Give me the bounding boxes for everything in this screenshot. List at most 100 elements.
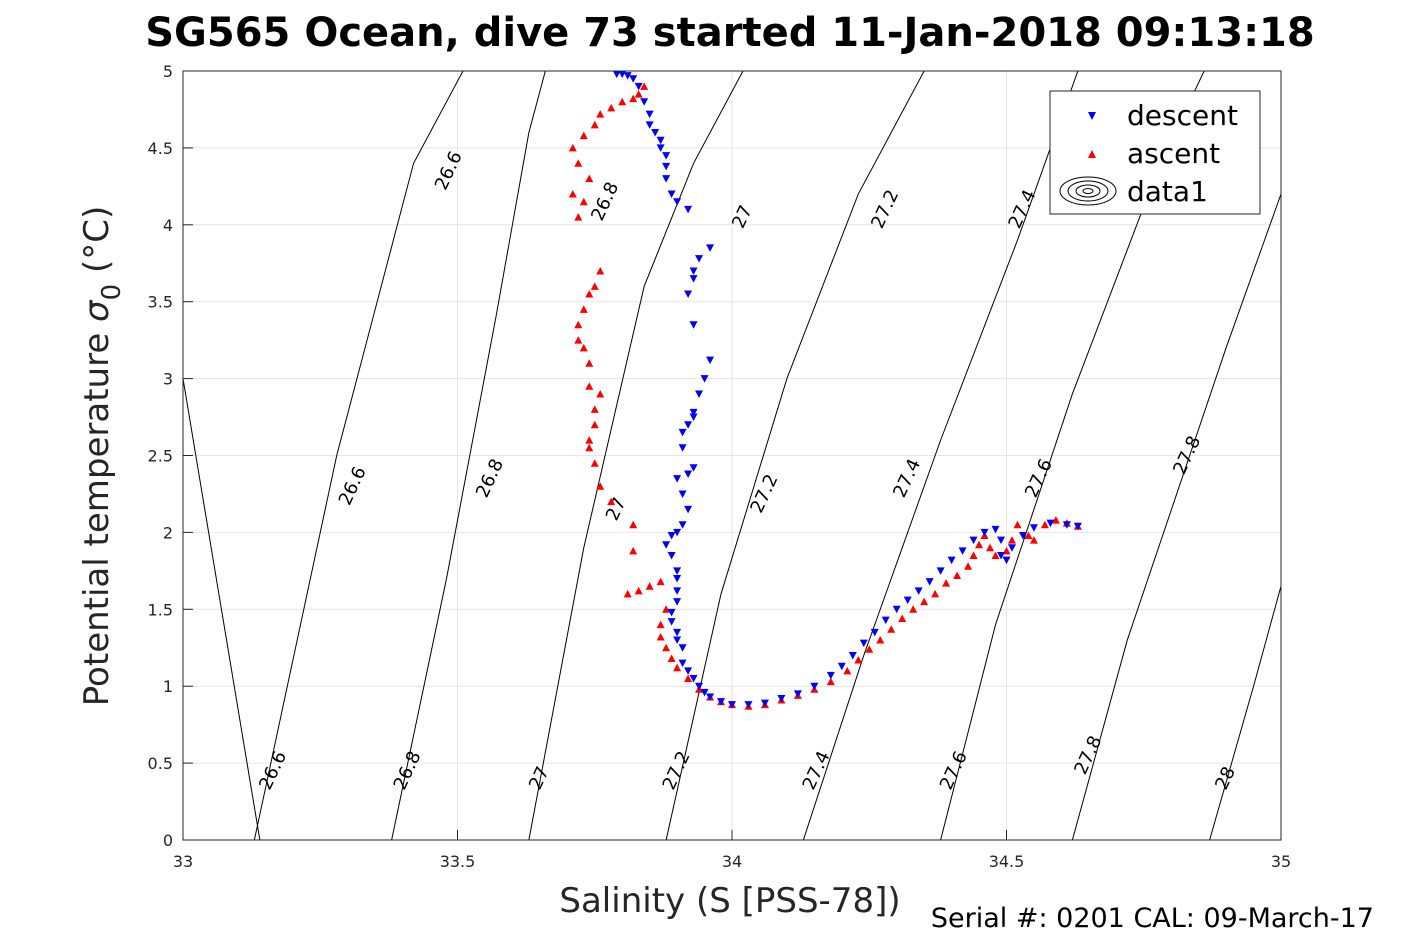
ascent-point <box>942 579 951 587</box>
descent-point <box>678 521 687 529</box>
ascent-point <box>986 543 995 552</box>
ascent-point <box>656 632 665 641</box>
descent-point <box>662 152 671 160</box>
x-tick-label: 34.5 <box>989 852 1025 871</box>
isopycnal-line <box>1209 586 1281 840</box>
ascent-point <box>579 305 588 313</box>
ascent-point <box>596 110 605 118</box>
descent-point <box>1073 522 1082 531</box>
y-axis-ticks: 0 0.5 1 1.5 2 2.5 3 3.5 4 4.5 5 <box>148 62 193 850</box>
descent-point <box>903 596 912 605</box>
x-tick-label: 34 <box>722 852 742 871</box>
descent-point <box>640 98 649 106</box>
descent-point <box>826 671 835 680</box>
descent-point <box>667 608 676 617</box>
descent-point <box>667 531 676 540</box>
descent-point <box>1029 524 1038 532</box>
ascent-point <box>662 643 671 652</box>
descent-point <box>1018 531 1027 540</box>
ascent-point <box>579 197 588 206</box>
ascent-point <box>629 94 638 103</box>
y-axis-label-subscript: 0 <box>97 284 127 301</box>
y-tick-label: 3.5 <box>148 293 173 312</box>
descent-point <box>744 701 753 709</box>
y-tick-label: 4 <box>163 216 173 235</box>
descent-point <box>673 528 682 537</box>
descent-point <box>1046 519 1055 528</box>
descent-point <box>1062 521 1071 529</box>
descent-point <box>848 651 857 660</box>
ascent-point <box>931 589 940 598</box>
descent-point <box>678 659 687 668</box>
descent-point <box>662 175 671 183</box>
descent-point <box>667 618 676 626</box>
descent-point <box>958 547 967 555</box>
ascent-point <box>585 174 594 183</box>
isopycnal-line <box>665 71 925 840</box>
ascent-point <box>1051 516 1060 524</box>
ascent-point <box>865 645 874 653</box>
ascent-point <box>618 97 627 106</box>
y-tick-label: 2 <box>163 523 173 542</box>
ascent-point <box>656 577 665 586</box>
ascent-point <box>607 497 616 506</box>
descent-point <box>997 551 1006 560</box>
ascent-point <box>579 131 588 140</box>
legend-ascent-label: ascent <box>1127 137 1220 170</box>
descent-point <box>684 290 693 299</box>
descent-point <box>997 536 1006 545</box>
x-tick-label: 33 <box>173 852 193 871</box>
ascent-point <box>826 677 835 686</box>
chart-title: SG565 Ocean, dive 73 started 11-Jan-2018… <box>145 10 1314 56</box>
y-tick-label: 0.5 <box>148 754 173 773</box>
legend-data1-marker <box>1059 176 1117 206</box>
serial-cal-footer: Serial #: 0201 CAL: 09-March-17 <box>931 903 1374 934</box>
x-axis-ticks: 33 33.5 34 34.5 35 <box>173 830 1291 871</box>
y-tick-label: 2.5 <box>148 447 173 466</box>
legend-data1-label: data1 <box>1127 175 1208 208</box>
descent-point <box>925 578 934 586</box>
x-axis-label: Salinity (S [PSS-78]) <box>559 881 900 921</box>
y-axis-label-main: Potential temperature <box>77 322 117 706</box>
descent-point <box>673 598 682 606</box>
descent-point <box>969 536 978 545</box>
ascent-point <box>585 382 594 390</box>
ascent-point <box>574 320 583 329</box>
ascent-point <box>634 586 643 595</box>
descent-point <box>695 390 704 398</box>
ascent-point <box>585 290 594 298</box>
descent-point <box>689 408 698 417</box>
y-axis-label: Potential temperature σ0 (°C) <box>77 206 127 706</box>
ascent-point <box>876 636 885 644</box>
descent-point <box>1002 556 1011 565</box>
descent-point <box>678 644 687 652</box>
ascent-point <box>596 482 605 490</box>
descent-point <box>656 136 665 145</box>
y-tick-label: 3 <box>163 370 173 389</box>
y-tick-label: 1.5 <box>148 600 173 619</box>
descent-point <box>870 628 879 637</box>
ascent-point <box>1040 520 1049 529</box>
isopycnal-line <box>391 71 546 840</box>
descent-point <box>656 144 665 152</box>
descent-point <box>810 682 819 691</box>
descent-point <box>1007 544 1016 552</box>
ascent-point <box>607 103 616 112</box>
descent-point <box>706 693 715 701</box>
descent-point <box>634 82 643 91</box>
descent-point <box>645 110 654 119</box>
descent-point <box>914 587 923 595</box>
descent-point <box>651 129 660 137</box>
y-tick-label: 1 <box>163 677 173 696</box>
ascent-point <box>969 551 978 559</box>
ascent-point <box>964 562 973 570</box>
legend-descent-marker <box>1088 112 1096 120</box>
ascent-point <box>629 546 638 555</box>
ascent-point <box>887 625 896 633</box>
ascent-point <box>854 656 863 664</box>
descent-point <box>689 464 698 472</box>
descent-point <box>892 605 901 614</box>
ascent-point <box>585 359 594 367</box>
descent-point <box>728 701 736 709</box>
ascent-point <box>596 389 605 398</box>
